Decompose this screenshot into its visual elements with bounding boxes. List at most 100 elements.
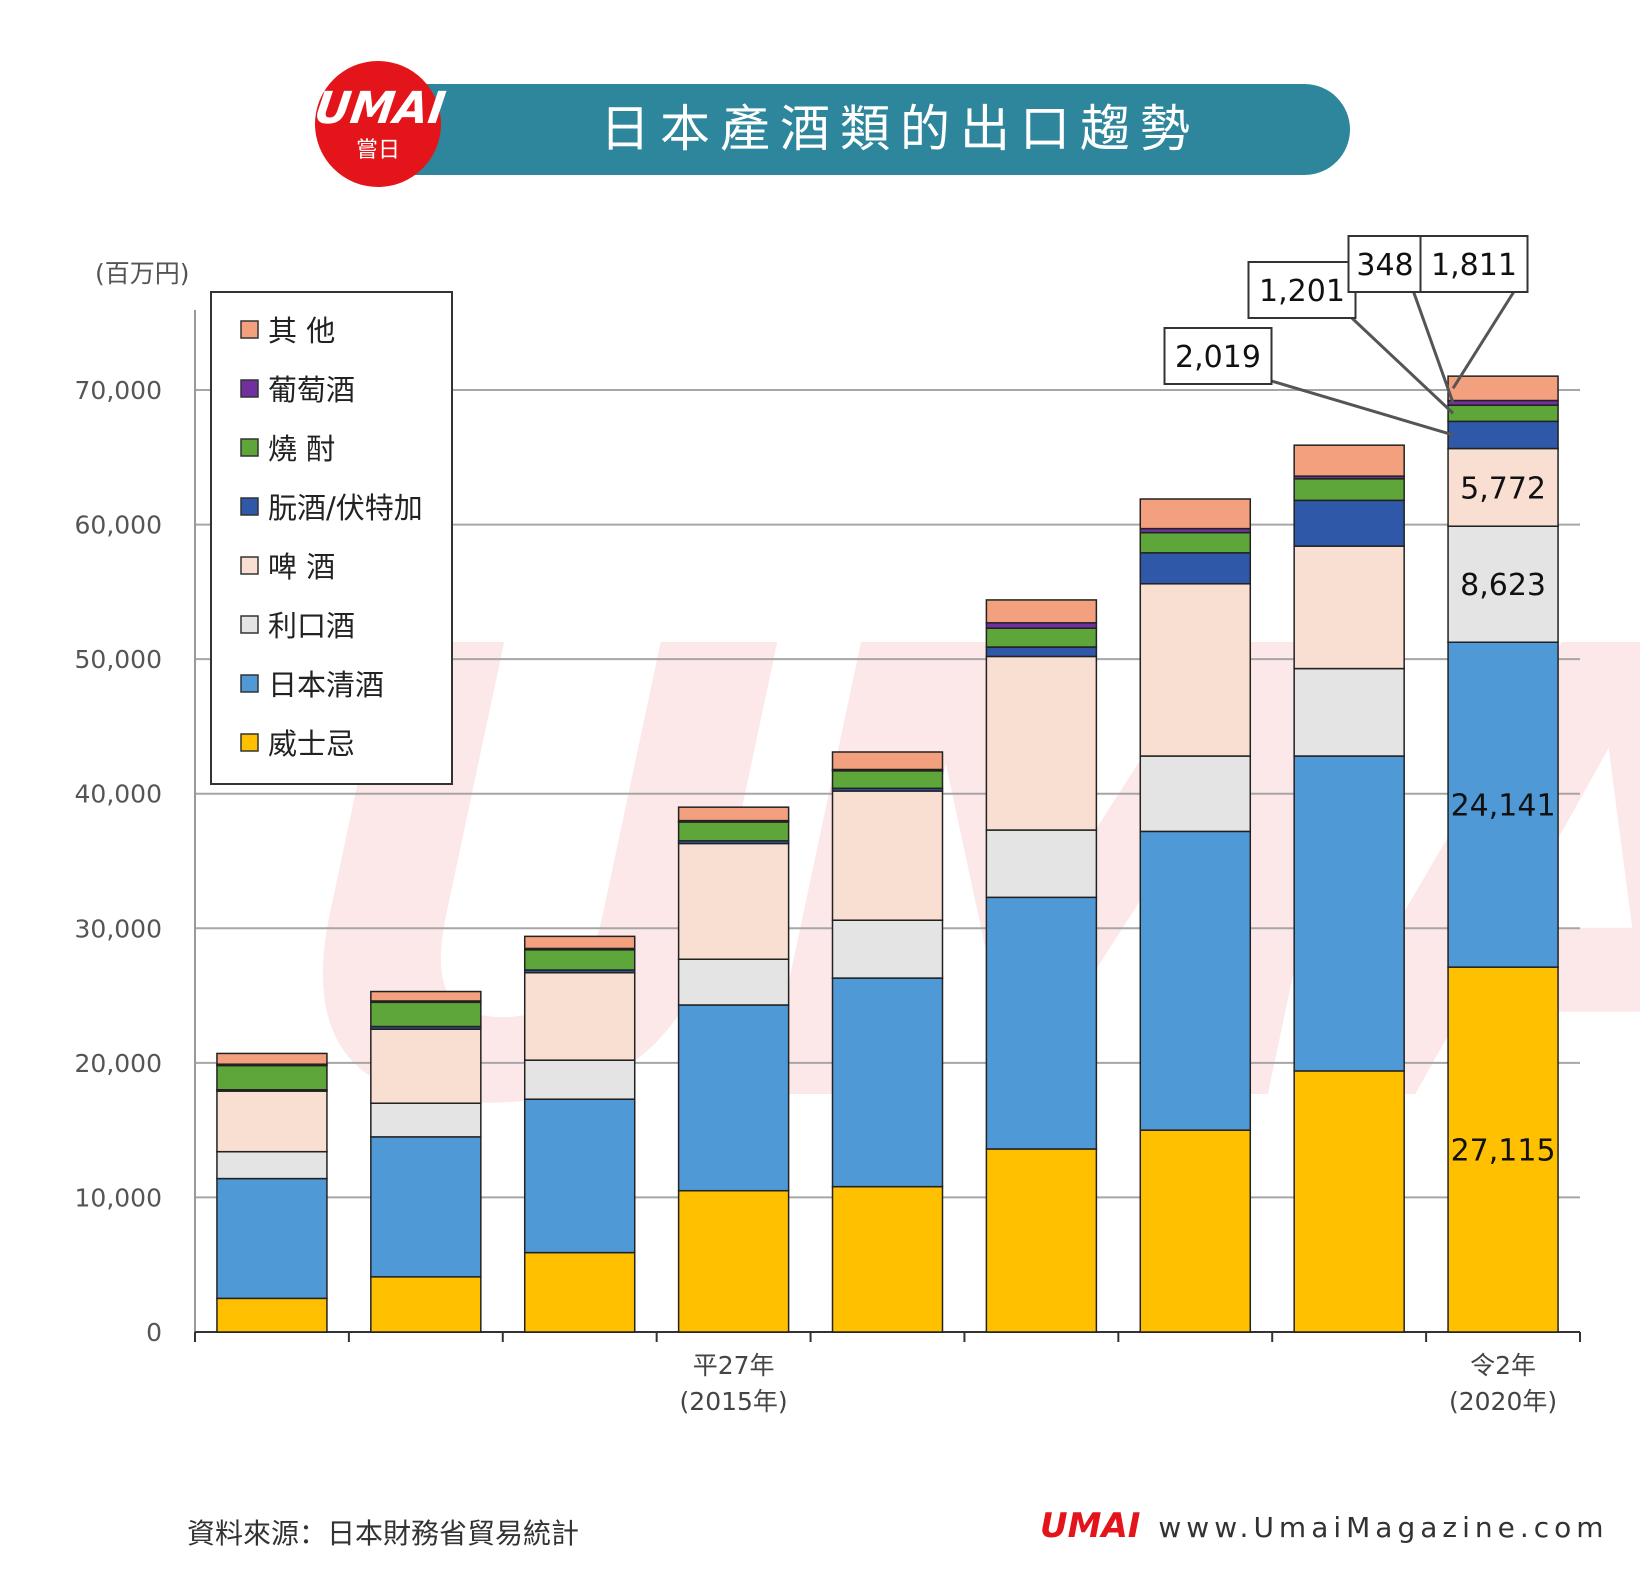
bar-segment <box>1139 531 1252 554</box>
x-tick-label: 令2年 <box>1470 1351 1536 1380</box>
bar-segment <box>985 1148 1098 1333</box>
bar-segment <box>985 829 1098 899</box>
legend-swatch <box>240 379 259 398</box>
y-tick-label: 30,000 <box>75 914 162 943</box>
bar-segment <box>1293 667 1405 757</box>
legend-swatch <box>240 674 259 693</box>
x-tick-label: (2015年) <box>680 1387 788 1416</box>
callout-label: 1,201 <box>1259 274 1345 309</box>
bar-segment <box>1139 755 1252 833</box>
bar-segment <box>1293 545 1405 670</box>
bar-segment <box>985 627 1098 648</box>
bar-segment <box>677 821 790 842</box>
bar-segment <box>1447 525 1559 643</box>
bar-segment <box>677 1004 790 1192</box>
bar-segment <box>1293 1070 1405 1333</box>
callout-box <box>1419 235 1529 293</box>
legend-swatch <box>240 320 259 339</box>
y-tick-label: 10,000 <box>75 1183 162 1212</box>
y-tick-label: 50,000 <box>75 645 162 674</box>
website: UMAI www.UmaiMagazine.com <box>1040 1506 1609 1546</box>
bar-segment <box>370 1136 482 1278</box>
data-label: 27,115 <box>1451 1134 1556 1169</box>
bar-segment <box>985 622 1098 629</box>
bar-segment <box>370 1028 482 1104</box>
data-label: 5,772 <box>1460 471 1546 506</box>
bar-segment <box>370 990 482 1002</box>
title-banner <box>400 84 1350 175</box>
callout-label: 1,811 <box>1431 248 1517 283</box>
y-tick-label: 20,000 <box>75 1049 162 1078</box>
y-tick-label: 0 <box>146 1318 162 1347</box>
bar-segment <box>1293 755 1405 1072</box>
bar-segment <box>216 1064 328 1091</box>
x-tick-label: 平27年 <box>693 1351 775 1380</box>
bar-segment <box>523 935 636 950</box>
bar-segment <box>523 1098 636 1254</box>
bar-segment <box>1139 830 1252 1131</box>
umai-logo: UMAI 嘗日 <box>311 61 449 187</box>
legend-label: 朊酒/伏特加 <box>268 491 423 525</box>
bar-segment <box>831 977 944 1188</box>
page-title: 日本產酒類的出口趨勢 <box>600 100 1200 158</box>
bar-segment <box>985 896 1098 1150</box>
callout-leader <box>1344 310 1455 415</box>
callout-label: 2,019 <box>1175 340 1261 375</box>
bar-segment <box>523 971 636 1061</box>
bar-segment <box>370 1102 482 1138</box>
callout-leader <box>1410 285 1455 404</box>
bar-segment <box>216 1150 328 1180</box>
bar-segment <box>1139 583 1252 757</box>
callout-leader <box>1261 376 1454 437</box>
bar-segment <box>1447 447 1559 527</box>
y-tick-label: 60,000 <box>75 511 162 540</box>
logo-subtext: 嘗日 <box>355 138 400 163</box>
callout-box <box>1247 261 1357 319</box>
bar-segment <box>831 790 944 921</box>
bar-segment <box>216 1177 328 1300</box>
legend <box>210 291 453 785</box>
x-tick-label: (2020年) <box>1449 1387 1557 1416</box>
data-label: 24,141 <box>1451 789 1556 824</box>
callout-label: 348 <box>1356 248 1413 283</box>
bar-segment <box>370 1276 482 1333</box>
callout-box <box>1347 235 1423 293</box>
legend-label: 日本清酒 <box>268 668 384 702</box>
legend-swatch <box>240 556 259 575</box>
legend-swatch <box>240 615 259 634</box>
legend-swatch <box>240 733 259 752</box>
legend-label: 其 他 <box>268 314 335 348</box>
bar-segment <box>1447 404 1559 423</box>
bar-segment <box>1447 966 1559 1333</box>
legend-label: 威士忌 <box>268 727 355 761</box>
bar-segment <box>523 1059 636 1100</box>
bar-segment <box>216 1297 328 1333</box>
data-source: 資料來源：日本財務省貿易統計 <box>187 1517 580 1550</box>
callout-box <box>1163 327 1273 385</box>
legend-label: 葡萄酒 <box>268 373 355 407</box>
bar-segment <box>1447 420 1559 450</box>
bar-segment <box>985 646 1098 658</box>
legend-label: 啤 酒 <box>268 550 335 584</box>
bar-segment <box>216 1090 328 1153</box>
bar-segment <box>370 1001 482 1028</box>
footer-logo: UMAI <box>1040 1506 1141 1546</box>
bar-segment <box>1293 478 1405 502</box>
bar-segment <box>831 919 944 979</box>
bar-segment <box>677 806 790 822</box>
bar-segment <box>1293 499 1405 547</box>
y-axis-unit: (百万円) <box>95 259 190 288</box>
bar-segment <box>216 1052 328 1065</box>
legend-label: 燒 酎 <box>268 432 335 466</box>
bar-segment <box>677 842 790 960</box>
bar-segment <box>523 1251 636 1333</box>
bar-segment <box>985 599 1098 624</box>
bar-segment <box>1447 375 1559 402</box>
bar-segment <box>831 1185 944 1333</box>
bar-segment <box>1447 641 1559 968</box>
website-url: www.UmaiMagazine.com <box>1158 1511 1609 1544</box>
bar-segment <box>985 655 1098 831</box>
callout-leader <box>1451 285 1519 390</box>
